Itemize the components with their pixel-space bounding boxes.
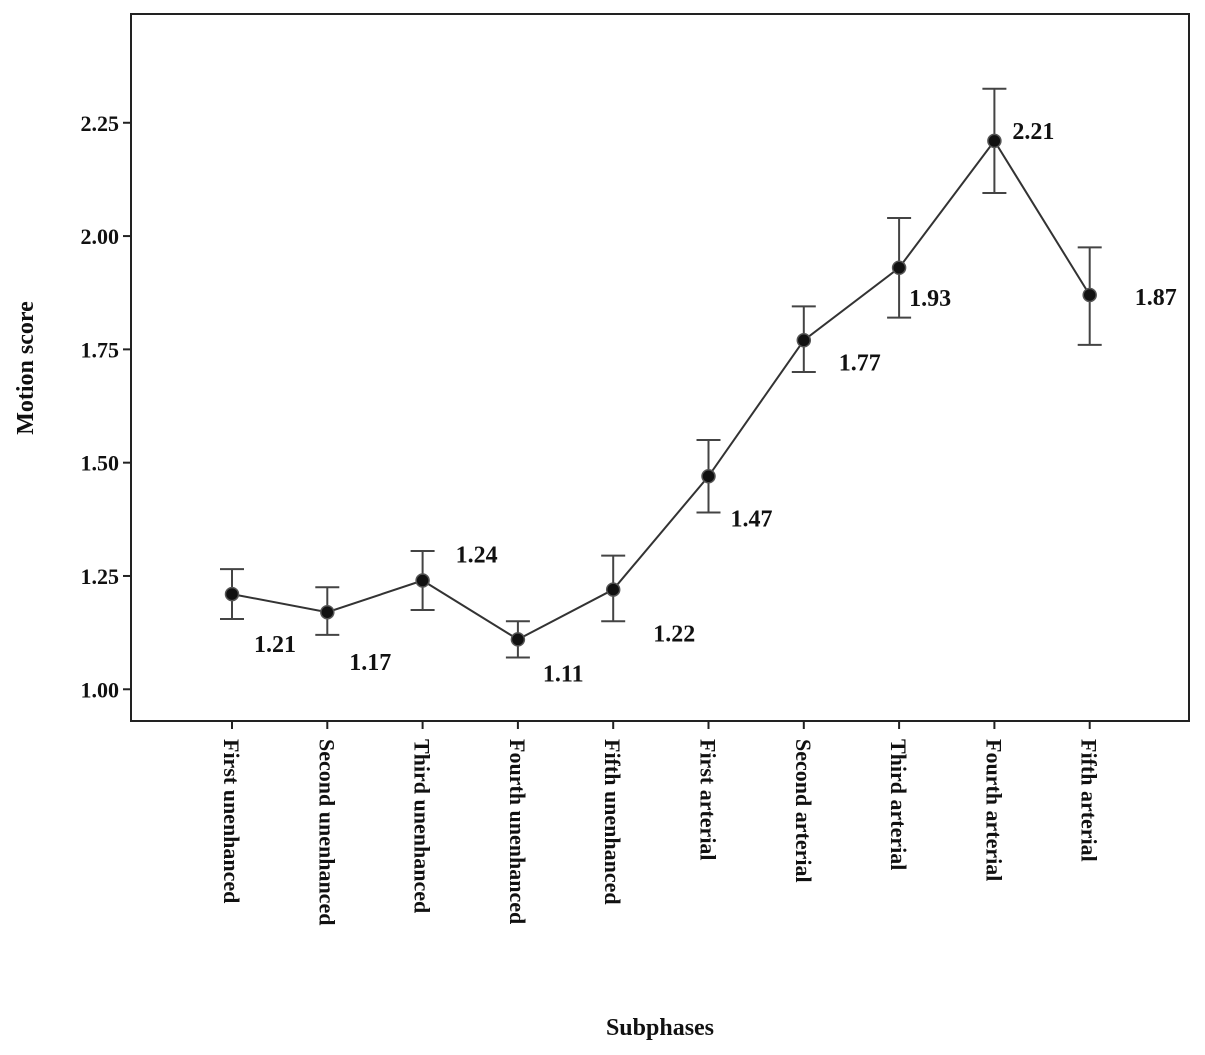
data-label: 1.22	[653, 622, 695, 648]
series-line	[231, 139, 1091, 641]
x-category-label: Second arterial	[791, 739, 816, 883]
x-axis: First unenhanced Second unenhanced Third u…	[219, 721, 1102, 925]
data-point	[320, 604, 335, 620]
data-point	[1082, 287, 1097, 303]
data-point	[701, 469, 716, 484]
x-category-label: First unenhanced	[219, 739, 244, 903]
y-tick-label: 1.50	[81, 451, 120, 476]
y-tick-label: 1.75	[81, 337, 120, 362]
data-point	[224, 586, 240, 602]
data-label: 2.21	[1012, 119, 1054, 145]
x-category-label: Second unenhanced	[314, 739, 339, 925]
x-category-label: Fourth arterial	[981, 739, 1006, 881]
y-axis: 1.00 1.25 1.50 1.75 2.00 2.25	[81, 111, 131, 702]
x-axis-title: Subphases	[606, 1015, 714, 1041]
data-labels: 1.21 1.17 1.24 1.11 1.22 1.47 1.77 1.93 2.21 1.87	[254, 119, 1177, 688]
y-axis-title: Motion score	[13, 301, 39, 435]
data-point	[796, 333, 812, 348]
x-category-label: First arterial	[696, 739, 721, 861]
y-tick-label: 1.25	[81, 564, 120, 589]
x-category-label: Third arterial	[886, 739, 911, 870]
x-category-label: Fifth unenhanced	[600, 739, 625, 905]
data-point	[415, 573, 430, 588]
data-point	[891, 260, 907, 276]
data-point	[510, 632, 526, 647]
data-point	[605, 582, 621, 597]
data-label: 1.17	[349, 650, 391, 676]
data-label: 1.11	[543, 661, 584, 687]
x-category-label: Fifth arterial	[1077, 739, 1102, 862]
data-label: 1.21	[254, 632, 296, 658]
x-category-label: Fourth unenhanced	[505, 739, 530, 924]
data-label: 1.47	[731, 506, 773, 532]
data-points	[224, 133, 1097, 647]
plot-frame	[130, 13, 1190, 722]
y-tick-label: 1.00	[81, 677, 120, 702]
data-label: 1.87	[1135, 285, 1177, 311]
y-tick-label: 2.25	[81, 111, 120, 136]
data-label: 1.24	[456, 543, 498, 569]
x-category-label: Third unenhanced	[410, 739, 435, 913]
data-label: 1.77	[839, 350, 881, 376]
data-point	[987, 133, 1002, 149]
y-tick-label: 2.00	[81, 224, 120, 249]
data-label: 1.93	[909, 286, 951, 312]
